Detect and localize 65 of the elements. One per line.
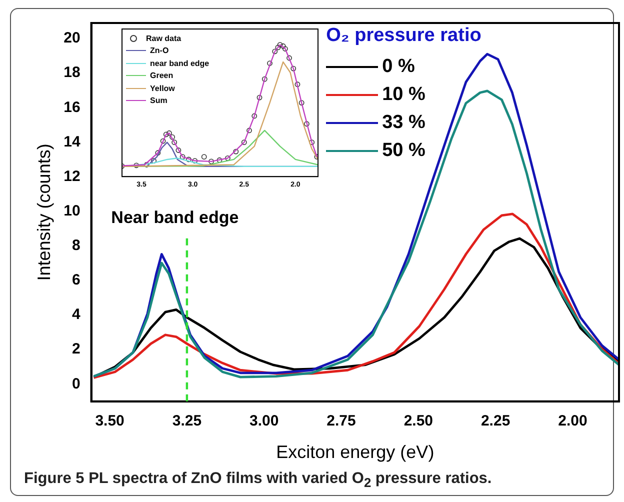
caption: Figure 5 PL spectra of ZnO films with varied O$_{2}$ pressure ratios.: [24, 470, 492, 490]
point: [155, 150, 161, 156]
y-tick-label: 16: [64, 98, 80, 116]
legend-label: Sum: [150, 96, 168, 106]
point: [294, 82, 300, 88]
y-tick-label: 10: [64, 202, 80, 220]
point: [298, 100, 304, 106]
point: [201, 154, 207, 160]
point: [252, 113, 258, 119]
point: [275, 44, 281, 50]
point: [208, 158, 214, 164]
point: [286, 55, 292, 61]
ref-line-label: Near band edge: [111, 208, 239, 228]
point: [224, 155, 230, 161]
x-tick-label: 2.00: [558, 412, 588, 430]
point: [280, 43, 286, 49]
point: [282, 46, 288, 52]
y-tick-label: 18: [64, 64, 80, 82]
point: [186, 156, 192, 162]
y-tick-label: 8: [72, 237, 80, 254]
y-tick-label: 4: [72, 306, 81, 324]
point: [256, 94, 262, 100]
point: [262, 76, 268, 82]
point: [304, 121, 310, 127]
x-tick-label: 2.75: [326, 412, 356, 430]
x-axis-title: Exciton energy (eV): [276, 442, 434, 462]
x-tick-label: 2.25: [480, 412, 510, 430]
legend-label: 10 %: [382, 84, 426, 106]
x-tick-label: 3.50: [95, 412, 124, 430]
y-tick-label: 12: [64, 168, 80, 185]
point: [216, 157, 222, 163]
point: [277, 42, 283, 48]
y-tick-label: 6: [72, 272, 80, 289]
y-axis-title: Intensity (counts): [34, 144, 54, 281]
legend-title: O₂ pressure ratio: [326, 25, 482, 47]
legend-label: Yellow: [150, 84, 175, 93]
y-tick-label: 0: [72, 375, 80, 392]
x-tick-label: 3.00: [250, 412, 279, 430]
point: [163, 132, 169, 138]
legend-label: Zn-O: [150, 46, 169, 56]
point: [180, 154, 186, 160]
legend-label: 33 %: [382, 112, 426, 134]
x-tick-label: 3.25: [172, 412, 202, 430]
point: [290, 66, 296, 72]
point: [166, 130, 172, 136]
point: [272, 48, 278, 54]
point: [170, 134, 175, 140]
legend-label: Green: [150, 71, 174, 80]
point: [241, 140, 247, 146]
legend-label: near band edge: [150, 58, 210, 68]
point: [233, 148, 239, 154]
point: [192, 158, 198, 164]
legend-label: Raw data: [146, 34, 182, 43]
legend-label: 0 %: [382, 56, 415, 78]
y-tick-label: 14: [64, 133, 81, 150]
y-tick-label: 2: [72, 340, 80, 358]
legend-label: 50 %: [382, 140, 426, 162]
point: [246, 128, 252, 134]
point: [267, 60, 272, 66]
point: [160, 138, 166, 144]
point: [176, 148, 182, 153]
y-tick-label: 20: [64, 30, 80, 47]
point: [151, 158, 157, 164]
x-tick-label: 2.50: [404, 412, 434, 430]
point: [172, 140, 178, 146]
